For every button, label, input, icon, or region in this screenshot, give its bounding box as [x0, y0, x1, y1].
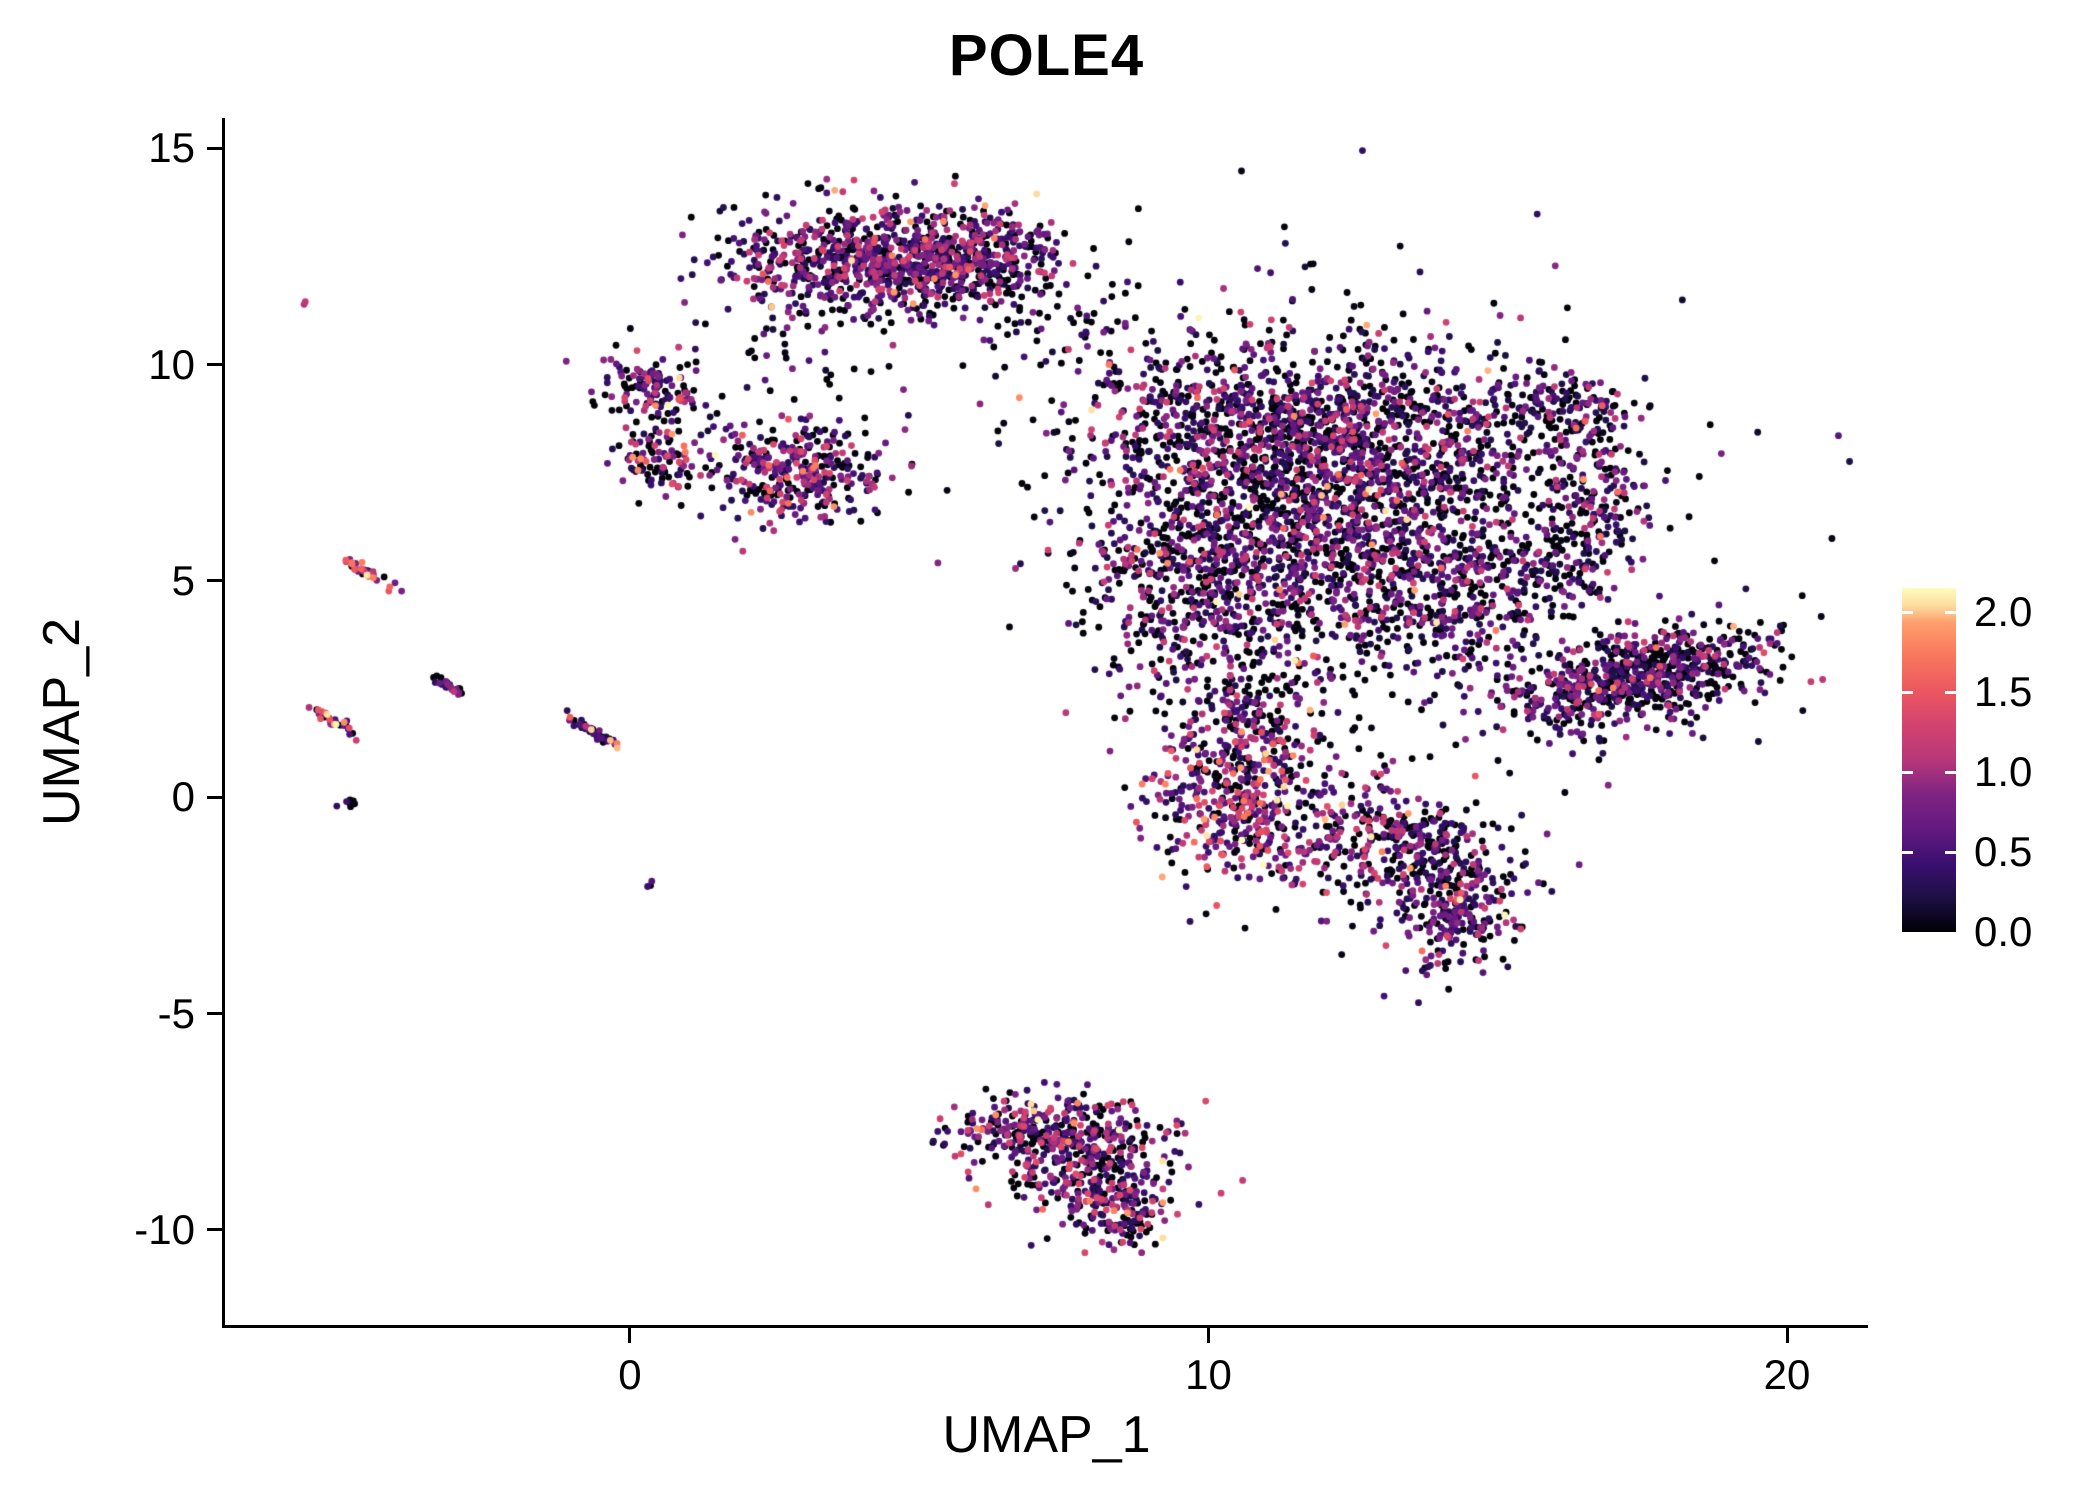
x-tick-mark: [628, 1328, 632, 1343]
y-axis-title: UMAP_2: [33, 617, 91, 827]
colorbar-tick-mark: [1902, 770, 1913, 774]
y-tick-mark: [207, 579, 222, 583]
colorbar-tick-label: 1.5: [1974, 668, 2033, 715]
colorbar-tick-mark: [1902, 690, 1913, 694]
x-axis-title: UMAP_1: [942, 1406, 1151, 1464]
colorbar-gradient: [1902, 588, 1956, 932]
x-tick-label: 0: [618, 1351, 642, 1398]
y-tick-label: 10: [148, 340, 195, 388]
colorbar-tick-label: 0.5: [1974, 828, 2033, 875]
colorbar-legend: 2.0 1.5 1.0 0.5 0.0: [1902, 588, 2100, 955]
colorbar-tick-label: 1.0: [1974, 748, 2033, 795]
colorbar-tick-mark: [1902, 610, 1913, 614]
x-axis-line: [222, 1325, 1868, 1328]
colorbar-tick-mark: [1945, 770, 1956, 774]
y-tick-mark: [207, 146, 222, 150]
colorbar-tick-mark: [1945, 690, 1956, 694]
y-tick-mark: [207, 363, 222, 367]
y-tick-mark: [207, 1012, 222, 1016]
y-tick-label: 0: [171, 773, 195, 821]
y-tick-mark: [207, 795, 222, 799]
y-axis-line: [222, 118, 225, 1328]
colorbar-tick-label: 2.0: [1974, 588, 2033, 635]
colorbar-tick-mark: [1902, 850, 1913, 854]
colorbar-tick-mark: [1945, 610, 1956, 614]
x-tick-label: 10: [1185, 1351, 1232, 1398]
colorbar-tick-label: 0.0: [1974, 908, 2033, 955]
plot-title: POLE4: [948, 23, 1145, 88]
y-tick-label: 15: [148, 124, 195, 172]
y-tick-mark: [207, 1228, 222, 1232]
x-tick-label: 20: [1763, 1351, 1811, 1398]
x-tick-mark: [1785, 1328, 1789, 1343]
x-tick-mark: [1206, 1328, 1210, 1343]
y-tick-label: -10: [134, 1205, 195, 1253]
y-tick-label: -5: [157, 989, 195, 1037]
y-tick-label: 5: [171, 556, 195, 604]
colorbar-tick-mark: [1945, 850, 1956, 854]
